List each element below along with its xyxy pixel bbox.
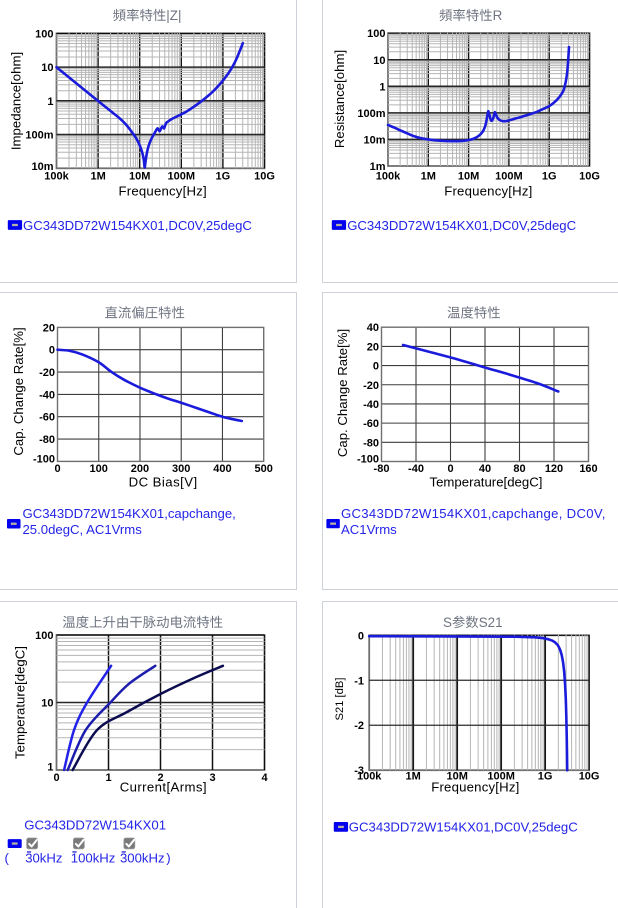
svg-text:10m: 10m (363, 134, 385, 146)
svg-text:1m: 1m (370, 161, 386, 173)
svg-text:200: 200 (131, 463, 149, 475)
svg-text:DC Bias[V]: DC Bias[V] (129, 475, 198, 490)
svg-text:10M: 10M (129, 170, 150, 182)
svg-text:20: 20 (367, 341, 379, 353)
svg-text:Frequency[Hz]: Frequency[Hz] (431, 780, 519, 795)
svg-text:0: 0 (49, 345, 55, 357)
svg-text:4: 4 (261, 772, 268, 784)
svg-text:500: 500 (255, 463, 273, 475)
svg-text:-3: -3 (354, 765, 364, 777)
svg-text:-20: -20 (39, 367, 55, 379)
svg-text:-20: -20 (363, 380, 379, 392)
svg-text:GC343DD72W154KX01,capchange, D: GC343DD72W154KX01,capchange, DC0V, (341, 506, 606, 521)
svg-text:S21: S21 (479, 615, 503, 630)
svg-text:-40: -40 (39, 389, 55, 401)
svg-text:1: 1 (105, 772, 111, 784)
svg-text:400: 400 (213, 463, 231, 475)
svg-text:-40: -40 (363, 399, 379, 411)
svg-text:GC343DD72W154KX01,capchange,: GC343DD72W154KX01,capchange, (23, 506, 236, 521)
svg-text:100kHz: 100kHz (71, 851, 116, 866)
svg-text:Frequency[Hz]: Frequency[Hz] (119, 183, 207, 198)
svg-text:-100: -100 (357, 454, 379, 466)
svg-text:10M: 10M (458, 170, 479, 182)
svg-text:1G: 1G (542, 170, 557, 182)
svg-text:10G: 10G (254, 170, 275, 182)
svg-text:10m: 10m (31, 161, 53, 173)
svg-text:20: 20 (43, 322, 55, 334)
svg-text:1: 1 (47, 96, 53, 108)
svg-text:10M: 10M (446, 771, 467, 783)
svg-text:S: S (443, 615, 452, 630)
svg-text:-40: -40 (408, 463, 424, 475)
svg-text:3: 3 (209, 772, 215, 784)
svg-text:100k: 100k (376, 170, 401, 182)
svg-text:-80: -80 (374, 463, 390, 475)
svg-text:1: 1 (379, 81, 385, 93)
svg-text:(: ( (5, 851, 10, 866)
svg-text:10: 10 (41, 62, 53, 74)
svg-text:1: 1 (47, 762, 53, 774)
svg-text:2: 2 (157, 772, 163, 784)
svg-text:GC343DD72W154KX01,DC0V,25degC: GC343DD72W154KX01,DC0V,25degC (347, 218, 576, 233)
svg-text:0: 0 (373, 361, 379, 373)
svg-text:S21 [dB]: S21 [dB] (334, 678, 346, 721)
svg-text:Current[Arms]: Current[Arms] (120, 780, 207, 795)
svg-text:100M: 100M (487, 771, 515, 783)
svg-text:1M: 1M (421, 170, 436, 182)
svg-text:160: 160 (579, 463, 597, 475)
svg-text:|Z|: |Z| (166, 8, 181, 23)
svg-text:0: 0 (358, 630, 364, 642)
svg-text:-60: -60 (363, 418, 379, 430)
svg-text:R: R (493, 8, 503, 23)
svg-text:0: 0 (53, 772, 59, 784)
svg-text:Frequency[Hz]: Frequency[Hz] (444, 183, 532, 198)
svg-text:10G: 10G (579, 170, 600, 182)
svg-text:40: 40 (479, 463, 491, 475)
svg-text:40: 40 (367, 322, 379, 334)
svg-text:100: 100 (35, 28, 53, 40)
svg-text:0: 0 (447, 463, 453, 475)
svg-text:-2: -2 (354, 720, 364, 732)
svg-text:GC343DD72W154KX01,DC0V,25degC: GC343DD72W154KX01,DC0V,25degC (23, 218, 252, 233)
svg-text:100M: 100M (495, 170, 523, 182)
svg-text:Cap. Change Rate[%]: Cap. Change Rate[%] (335, 329, 350, 457)
svg-text:GC343DD72W154KX01,DC0V,25degC: GC343DD72W154KX01,DC0V,25degC (349, 819, 578, 834)
svg-text:100: 100 (35, 630, 53, 642)
svg-text:): ) (166, 851, 170, 866)
svg-text:10: 10 (373, 55, 385, 67)
svg-text:Resistance[ohm]: Resistance[ohm] (332, 50, 347, 148)
svg-text:10G: 10G (579, 771, 600, 783)
svg-text:100m: 100m (25, 130, 53, 142)
svg-text:-80: -80 (39, 434, 55, 446)
svg-text:100: 100 (367, 28, 385, 40)
svg-text:25.0degC, AC1Vrms: 25.0degC, AC1Vrms (23, 522, 143, 537)
svg-text:100k: 100k (357, 771, 382, 783)
svg-text:300kHz: 300kHz (120, 851, 165, 866)
svg-text:10: 10 (41, 698, 53, 710)
svg-text:1G: 1G (538, 771, 553, 783)
svg-text:120: 120 (545, 463, 563, 475)
svg-text:Temperature[degC]: Temperature[degC] (430, 475, 543, 490)
svg-text:Temperature[degC]: Temperature[degC] (12, 646, 27, 759)
svg-text:Impedance[ohm]: Impedance[ohm] (8, 52, 23, 150)
svg-text:30kHz: 30kHz (25, 851, 62, 866)
svg-text:100k: 100k (44, 170, 69, 182)
svg-text:-100: -100 (33, 454, 55, 466)
svg-text:80: 80 (513, 463, 525, 475)
svg-text:1M: 1M (406, 771, 421, 783)
svg-text:100m: 100m (357, 108, 385, 120)
svg-text:GC343DD72W154KX01: GC343DD72W154KX01 (24, 818, 166, 833)
svg-text:AC1Vrms: AC1Vrms (341, 522, 397, 537)
svg-text:100M: 100M (168, 170, 196, 182)
svg-text:-60: -60 (39, 412, 55, 424)
svg-text:Cap. Change Rate[%]: Cap. Change Rate[%] (11, 327, 26, 455)
svg-text:300: 300 (172, 463, 190, 475)
svg-text:1G: 1G (216, 170, 231, 182)
svg-text:-80: -80 (363, 437, 379, 449)
svg-text:-1: -1 (354, 675, 364, 687)
svg-text:1M: 1M (90, 170, 105, 182)
svg-text:100: 100 (90, 463, 108, 475)
svg-text:0: 0 (54, 463, 60, 475)
